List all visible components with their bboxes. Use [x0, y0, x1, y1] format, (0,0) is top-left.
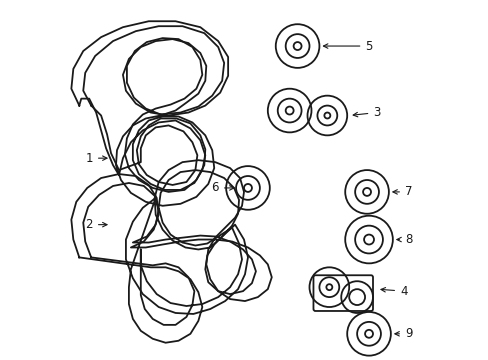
Text: 2: 2	[85, 218, 107, 231]
Text: 3: 3	[352, 106, 380, 119]
Text: 5: 5	[323, 40, 372, 53]
Text: 4: 4	[380, 285, 407, 298]
Text: 6: 6	[211, 181, 234, 194]
Text: 8: 8	[396, 233, 411, 246]
Text: 9: 9	[394, 327, 412, 340]
Text: 1: 1	[85, 152, 107, 165]
Text: 7: 7	[392, 185, 412, 198]
